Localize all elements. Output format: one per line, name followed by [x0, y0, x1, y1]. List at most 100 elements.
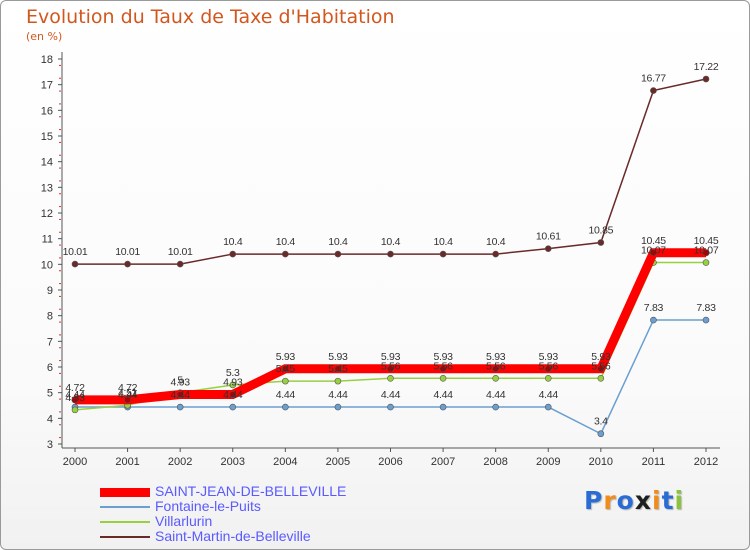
x-tick-label: 2006: [378, 456, 402, 468]
data-label: 4.44: [381, 389, 401, 401]
data-label: 10.85: [588, 225, 613, 237]
data-label: 10.01: [115, 246, 140, 258]
data-point: [597, 239, 605, 246]
data-point: [597, 365, 605, 373]
data-label: 10.45: [641, 235, 666, 247]
chart-axes: 3 4 5 6 7 8 9 10 11 12 13 14 15 16 17 18 2000 2001 2002 200…: [41, 52, 720, 468]
data-label: 4.33: [65, 392, 85, 404]
data-point: [544, 245, 552, 252]
logo-letter: o: [616, 486, 635, 515]
logo-letter: t: [661, 486, 675, 515]
data-label: 5.56: [539, 360, 559, 372]
data-label: 4.44: [118, 389, 138, 401]
data-point: [544, 403, 552, 411]
data-point: [702, 316, 710, 324]
y-tick-label: 6: [47, 362, 53, 374]
data-point: [387, 403, 394, 411]
y-tick-label: 9: [47, 285, 53, 297]
y-tick-label: 12: [41, 208, 53, 220]
x-tick-label: 2005: [326, 456, 350, 468]
data-label: 10.01: [168, 246, 193, 258]
line-chart: 3 4 5 6 7 8 9 10 11 12 13 14 15 16 17 18 2000 2001 2002 200…: [41, 52, 720, 468]
data-label: 10.07: [641, 245, 666, 257]
x-tick-label: 2007: [431, 456, 455, 468]
y-tick-label: 14: [41, 157, 53, 169]
data-label: 10.07: [694, 245, 719, 257]
data-point: [597, 374, 605, 382]
legend-swatch: [100, 521, 150, 523]
x-tick-label: 2010: [589, 456, 613, 468]
y-tick-label: 7: [47, 336, 53, 348]
data-label: 7.83: [696, 302, 716, 314]
data-point: [597, 430, 605, 438]
data-labels: 10.01 10.01 10.01 10.4 10.4 10.4 10.4 10.4 10.4 1…: [63, 61, 720, 428]
legend-label: Saint-Martin-de-Belleville: [155, 528, 311, 544]
data-label: 10.4: [223, 236, 243, 248]
data-point: [492, 250, 499, 258]
y-tick-label: 17: [41, 80, 53, 92]
data-label: 5.3: [226, 367, 240, 379]
data-label: 5.93: [433, 351, 453, 363]
data-label: 10.4: [486, 236, 506, 248]
y-tick-label: 15: [41, 131, 53, 143]
data-label: 5.93: [381, 351, 401, 363]
data-point: [334, 365, 342, 373]
data-point: [439, 403, 447, 411]
y-tick-label: 13: [41, 182, 53, 194]
y-tick-label: 4: [47, 413, 53, 425]
data-label: 4.44: [276, 389, 296, 401]
data-point: [650, 316, 657, 324]
data-point: [176, 390, 184, 398]
data-point: [492, 365, 500, 373]
chart-title: Evolution du Taux de Taxe d'Habitation: [26, 6, 395, 28]
y-tick-label: 18: [41, 54, 53, 66]
data-point: [124, 260, 131, 268]
y-tick-label: 11: [42, 234, 53, 246]
data-point: [386, 365, 394, 373]
data-point: [334, 250, 342, 258]
y-tick-label: 3: [47, 439, 53, 451]
data-label: 5.93: [328, 351, 348, 363]
data-point: [281, 365, 289, 373]
x-tick-label: 2001: [115, 456, 139, 468]
data-label: 10.01: [63, 246, 88, 258]
data-label: 17.22: [694, 61, 719, 73]
x-tick-label: 2011: [642, 456, 666, 468]
data-label: 4.72: [65, 382, 85, 394]
logo-letter: i: [674, 486, 685, 515]
data-label: 5.56: [381, 360, 401, 372]
data-point: [387, 374, 394, 382]
data-label: 4.44: [171, 389, 191, 401]
data-label: 4.44: [65, 389, 85, 401]
data-label: 10.4: [433, 236, 453, 248]
data-label: 4.44: [486, 389, 506, 401]
data-label: 16.77: [641, 73, 666, 85]
data-label: 5: [177, 375, 183, 387]
logo-letter: x: [634, 486, 652, 515]
x-tick-label: 2012: [694, 456, 718, 468]
x-tick-label: 2000: [63, 456, 87, 468]
data-point: [282, 403, 289, 411]
data-point: [334, 403, 342, 411]
x-tick-label: 2008: [483, 456, 507, 468]
data-label: 5.56: [591, 360, 611, 372]
data-point: [702, 249, 710, 257]
proxiti-logo: Proxiti: [584, 486, 684, 515]
data-point: [492, 374, 499, 382]
data-point: [650, 87, 657, 94]
data-label: 4.51: [118, 387, 138, 399]
data-point: [702, 75, 710, 83]
data-point: [439, 365, 447, 373]
x-tick-label: 2002: [168, 456, 192, 468]
data-point: [71, 396, 79, 404]
data-label: 5.56: [433, 360, 453, 372]
data-label: 10.4: [381, 236, 401, 248]
x-tick-label: 2009: [536, 456, 560, 468]
data-point: [334, 377, 342, 385]
data-point: [702, 259, 710, 266]
data-label: 7.83: [644, 302, 664, 314]
data-point: [229, 403, 237, 411]
logo-letter: P: [584, 486, 604, 515]
data-label: 5.93: [591, 351, 611, 363]
data-point: [439, 374, 447, 382]
